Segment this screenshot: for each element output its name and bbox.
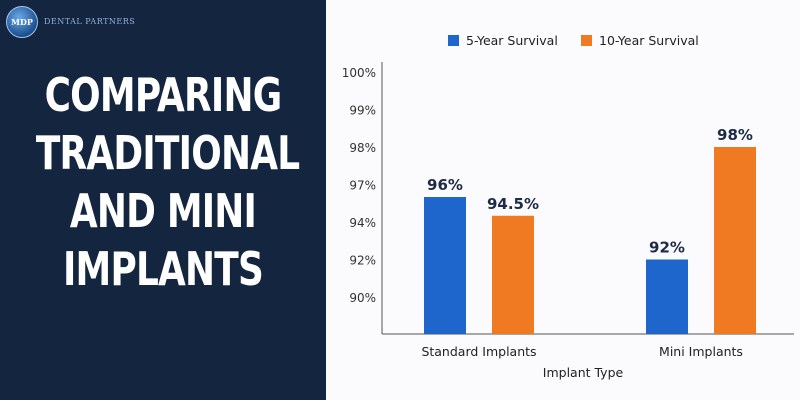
title-panel: MDP DENTAL PARTNERS COMPARING TRADITIONA… [0, 0, 326, 400]
headline-line-1: COMPARING [44, 68, 283, 122]
bar-10yr-mini [714, 147, 756, 334]
headline-line-2: TRADITIONAL [35, 126, 300, 180]
company-logo: MDP DENTAL PARTNERS [6, 6, 135, 38]
legend-swatch-1 [448, 35, 459, 46]
y-tick-label: 98% [349, 141, 376, 155]
bar-chart: 5-Year Survival 10-Year Survival 100% 99% 98… [342, 33, 794, 380]
headline: COMPARING TRADITIONAL AND MINI IMPLANTS [35, 66, 300, 298]
x-axis-title: Implant Type [543, 365, 624, 380]
data-label: 92% [649, 239, 685, 257]
y-tick-label: 94% [349, 216, 376, 230]
y-tick-label: 92% [349, 254, 376, 268]
bar-5yr-mini [646, 259, 688, 334]
legend-label-1: 5-Year Survival [466, 33, 558, 48]
logo-badge: MDP [6, 6, 38, 38]
data-label: 98% [717, 126, 753, 144]
bar-10yr-standard [492, 215, 534, 334]
y-tick-label: 100% [342, 66, 376, 80]
headline-line-3: AND MINI [69, 184, 257, 238]
x-category-label: Mini Implants [659, 344, 743, 359]
y-tick-label: 99% [349, 104, 376, 118]
y-tick-label: 90% [349, 291, 376, 305]
chart-area: 5-Year Survival 10-Year Survival 100% 99% 98… [326, 0, 800, 400]
legend-label-2: 10-Year Survival [599, 33, 699, 48]
headline-line-4: IMPLANTS [62, 242, 264, 296]
logo-line-2: DENTAL PARTNERS [44, 17, 136, 26]
y-tick-label: 97% [349, 179, 376, 193]
x-category-label: Standard Implants [421, 344, 536, 359]
data-label: 94.5% [487, 195, 539, 213]
legend-swatch-2 [581, 35, 592, 46]
logo-text: DENTAL PARTNERS [44, 18, 135, 26]
bar-5yr-standard [424, 197, 466, 334]
data-label: 96% [427, 176, 463, 194]
